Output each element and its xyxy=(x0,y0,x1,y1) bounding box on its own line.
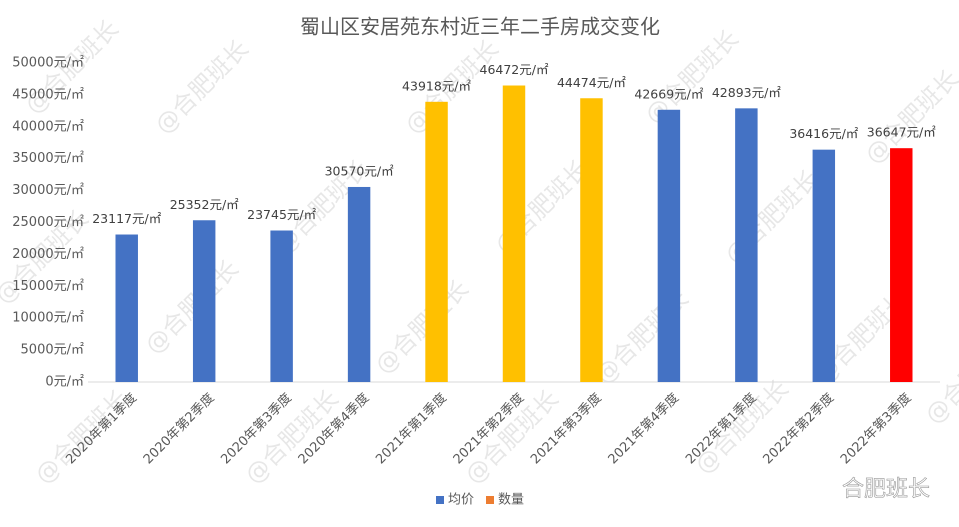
y-tick-label: 45000元/㎡ xyxy=(12,87,84,102)
bar xyxy=(502,85,526,382)
bar xyxy=(347,186,371,382)
bar xyxy=(192,220,216,382)
y-tick-label: 30000元/㎡ xyxy=(12,183,84,198)
y-tick-label: 5000元/㎡ xyxy=(21,343,84,358)
data-label: 30570元/㎡ xyxy=(325,163,394,178)
bar xyxy=(812,149,836,382)
legend-label: 数量 xyxy=(498,493,524,508)
legend-swatch xyxy=(486,496,494,504)
data-label: 46472元/㎡ xyxy=(480,62,549,77)
chart-title: 蜀山区安居苑东村近三年二手房成交变化 xyxy=(300,15,660,39)
bar xyxy=(115,234,138,382)
legend-swatch xyxy=(436,496,444,504)
data-label: 23745元/㎡ xyxy=(247,207,316,222)
y-tick-label: 40000元/㎡ xyxy=(12,119,84,134)
data-label: 44474元/㎡ xyxy=(557,75,626,90)
data-label: 25352元/㎡ xyxy=(170,197,239,212)
bar xyxy=(580,98,603,382)
data-label: 42669元/㎡ xyxy=(634,86,703,101)
data-label: 36647元/㎡ xyxy=(867,125,936,140)
y-tick-label: 10000元/㎡ xyxy=(12,311,84,326)
bar xyxy=(735,108,758,383)
logo: 合肥班长 xyxy=(842,477,930,502)
data-label: 23117元/㎡ xyxy=(92,211,161,226)
y-tick-label: 20000元/㎡ xyxy=(12,247,84,262)
legend-label: 均价 xyxy=(448,493,474,508)
bar xyxy=(270,230,293,382)
y-tick-label: 50000元/㎡ xyxy=(12,56,84,71)
bar xyxy=(890,148,913,382)
data-label: 43918元/㎡ xyxy=(402,78,471,93)
y-tick-label: 35000元/㎡ xyxy=(12,151,84,166)
y-tick-label: 0元/㎡ xyxy=(45,375,84,390)
y-tick-label: 15000元/㎡ xyxy=(12,279,84,294)
bar xyxy=(657,109,681,382)
data-label: 36416元/㎡ xyxy=(789,126,858,141)
y-tick-label: 25000元/㎡ xyxy=(12,215,84,230)
bar xyxy=(425,101,448,382)
data-label: 42893元/㎡ xyxy=(712,85,781,100)
